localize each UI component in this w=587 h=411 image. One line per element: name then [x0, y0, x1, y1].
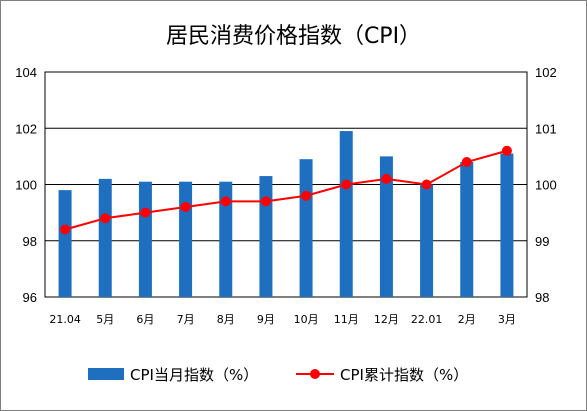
left-tick-label: 102 [15, 121, 37, 136]
x-axis-ticks: 21.04 5月 6月 7月 8月 9月 10月 11月 12月 22.01 2月 3月 [49, 313, 516, 326]
bar [58, 190, 72, 297]
line-point [341, 179, 352, 190]
right-tick-label: 98 [535, 290, 549, 305]
bar [299, 159, 313, 297]
x-tick-label: 22.01 [411, 313, 443, 326]
bar [138, 181, 152, 297]
bar [219, 181, 233, 297]
x-tick-label: 11月 [334, 313, 359, 326]
x-tick-label: 6月 [136, 313, 154, 326]
cumulative-line [64, 149, 508, 231]
bar-series [58, 131, 514, 297]
legend-line-label: CPI累计指数（%） [340, 366, 468, 384]
left-tick-label: 96 [23, 290, 37, 305]
line-point [381, 173, 392, 184]
x-tick-label: 12月 [374, 313, 399, 326]
line-point [260, 196, 271, 207]
x-tick-label: 21.04 [49, 313, 81, 326]
legend-line-marker [310, 369, 320, 379]
left-tick-label: 100 [15, 178, 37, 193]
left-tick-label: 98 [23, 234, 37, 249]
bar [460, 162, 474, 297]
bar [98, 178, 112, 297]
x-tick-label: 5月 [96, 313, 114, 326]
bar [259, 176, 273, 297]
right-tick-label: 101 [535, 121, 557, 136]
line-point [100, 213, 111, 224]
right-axis-ticks: 98 99 100 101 102 [535, 65, 557, 305]
right-tick-label: 102 [535, 65, 557, 80]
line-point [140, 207, 151, 218]
bar [339, 131, 353, 297]
right-tick-label: 99 [535, 234, 549, 249]
x-tick-label: 9月 [257, 313, 275, 326]
bar [420, 184, 434, 297]
bar [500, 153, 514, 297]
chart-title: 居民消费价格指数（CPI） [165, 24, 422, 49]
line-point [461, 157, 472, 167]
x-tick-label: 8月 [217, 313, 235, 326]
x-tick-label: 3月 [498, 313, 516, 326]
bar [379, 156, 393, 297]
left-axis-ticks: 96 98 100 102 104 [15, 65, 37, 305]
legend: CPI当月指数（%） CPI累计指数（%） [88, 366, 468, 384]
line-point [501, 145, 512, 156]
x-tick-label: 10月 [294, 313, 319, 326]
line-point [220, 196, 231, 207]
line-point [180, 202, 191, 212]
line-point [421, 179, 432, 190]
line-series [60, 145, 512, 235]
bar [179, 181, 193, 297]
x-tick-label: 2月 [458, 313, 476, 326]
left-tick-label: 104 [15, 65, 37, 80]
right-tick-label: 100 [535, 178, 557, 193]
x-tick-label: 7月 [177, 313, 195, 326]
gridlines [45, 71, 527, 298]
legend-bar-label: CPI当月指数（%） [130, 366, 258, 384]
line-point [60, 224, 71, 235]
legend-bar-swatch [88, 368, 124, 380]
plot-area-border [44, 71, 528, 298]
line-point [301, 190, 312, 201]
